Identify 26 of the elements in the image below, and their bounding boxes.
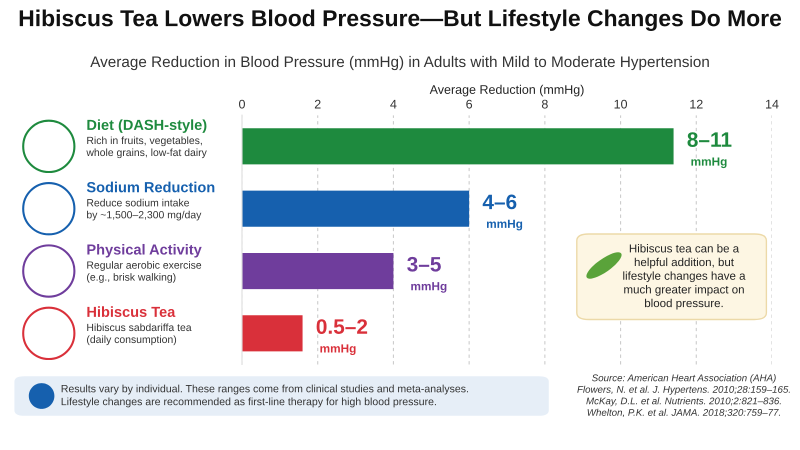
bar [242,128,674,164]
data-label: 4–6 mmHg [482,194,522,230]
x-tick-label: 6 [466,100,472,109]
data-label: 3–5 mmHg [407,256,446,293]
x-tick-label: 8 [542,100,548,109]
y-tick-label: Hibiscus Tea Hibiscus sabdariffa tea (daily consumption) [87,306,192,346]
x-tick-label: 14 [766,100,779,108]
bar [242,315,303,352]
x-tick-label: 2 [314,100,321,108]
y-tick-label: Physical Activity Regular aerobic exercise (e.g., brisk walking) [87,244,202,283]
bar [242,190,470,227]
text: Results vary by individual. These ranges come from clinical studies and meta-analyses. Lifestyle changes are recommended as first-line therapy for high blood pressure. [62,384,468,408]
x-tick-label: 10 [614,100,628,109]
chart-subtitle: Average Reduction in Blood Pressure (mmHg) in Adults with Mild to Moderate Hypertension [90,56,709,70]
data-label: 0.5–2 mmHg [316,319,368,356]
x-tick-label: 0 [239,100,245,109]
x-axis-title: Average Reduction (mmHg) [430,84,584,96]
x-tick-label: 4 [390,100,397,108]
data-label: 8–11 mmHg [687,132,732,168]
x-tick-label: 12 [690,100,703,108]
chart-title: Hibiscus Tea Lowers Blood Pressure—But Lifestyle Changes Do More [20,10,782,31]
bar [242,252,394,290]
annotation: Hibiscus tea can be a helpful addition, but lifestyle changes have a much greater impact on blood pressure. [623,244,746,310]
source-note: Source: American Heart Association (AHA) Flowers, N. et al. J. Hypertens. 2010;28:159–165. McKay, D.L. et al. Nutrients. 2010;2:821–836. Whelton, P.K. et al. JAMA. 2018;320:759–77. [577,374,790,418]
y-tick-label: Sodium Reduction Reduce sodium intake by ~1,500–2,300 mg/day [86,182,214,220]
y-tick-label: Diet (DASH-style) Rich in fruits, vegetables, whole grains, low-fat dairy [86,119,207,158]
